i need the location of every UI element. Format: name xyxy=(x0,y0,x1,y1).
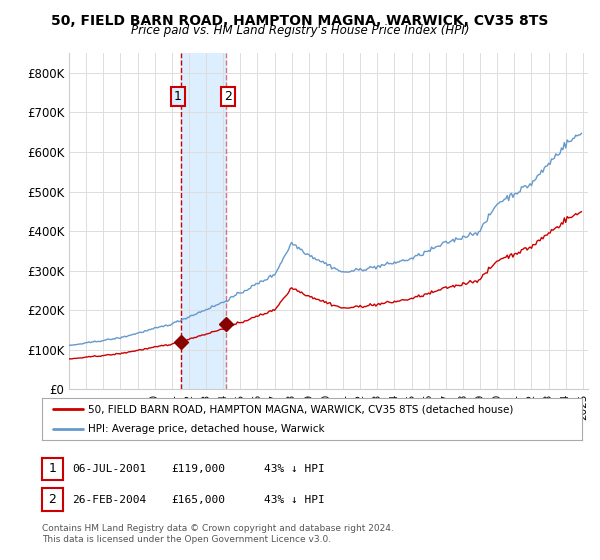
Text: Contains HM Land Registry data © Crown copyright and database right 2024.
This d: Contains HM Land Registry data © Crown c… xyxy=(42,524,394,544)
Text: 1: 1 xyxy=(174,90,182,103)
Text: 43% ↓ HPI: 43% ↓ HPI xyxy=(264,494,325,505)
Text: £165,000: £165,000 xyxy=(171,494,225,505)
Text: Price paid vs. HM Land Registry's House Price Index (HPI): Price paid vs. HM Land Registry's House … xyxy=(131,24,469,37)
Text: 1: 1 xyxy=(49,462,56,475)
Text: HPI: Average price, detached house, Warwick: HPI: Average price, detached house, Warw… xyxy=(88,424,325,434)
Text: 2: 2 xyxy=(49,493,56,506)
Text: 50, FIELD BARN ROAD, HAMPTON MAGNA, WARWICK, CV35 8TS (detached house): 50, FIELD BARN ROAD, HAMPTON MAGNA, WARW… xyxy=(88,404,513,414)
Text: 50, FIELD BARN ROAD, HAMPTON MAGNA, WARWICK, CV35 8TS: 50, FIELD BARN ROAD, HAMPTON MAGNA, WARW… xyxy=(52,14,548,28)
Text: 26-FEB-2004: 26-FEB-2004 xyxy=(72,494,146,505)
Text: 43% ↓ HPI: 43% ↓ HPI xyxy=(264,464,325,474)
Text: £119,000: £119,000 xyxy=(171,464,225,474)
Text: 06-JUL-2001: 06-JUL-2001 xyxy=(72,464,146,474)
Bar xyxy=(181,53,226,389)
Text: 2: 2 xyxy=(224,90,232,103)
